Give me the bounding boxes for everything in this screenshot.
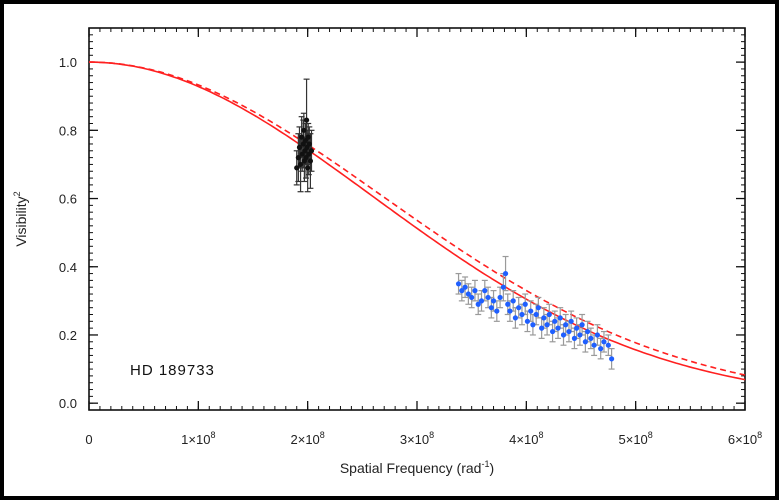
data-point-blue [577,332,583,338]
y-tick-label: 1.0 [59,55,77,70]
data-point-black [296,144,303,150]
data-point-blue [579,322,585,328]
data-point-blue [533,311,539,318]
figure-panel [4,4,775,496]
data-point-blue [524,318,531,324]
data-point-black [305,165,311,171]
x-tick-label: 2×108 [291,430,325,447]
data-point-blue [519,311,525,318]
y-tick-label: 0.4 [59,260,77,275]
data-point-blue [490,298,497,304]
data-point-blue [544,322,550,328]
data-point-blue [555,325,561,331]
data-point-blue [475,301,481,307]
x-tick-label: 1×108 [181,430,215,447]
data-point-blue [497,294,503,301]
data-point-blue [605,342,611,348]
data-point-blue [516,305,522,311]
data-point-blue [568,318,574,324]
data-point-blue [507,308,513,314]
data-point-blue [571,335,578,341]
data-point-blue [459,288,465,294]
x-axis-title: Spatial Frequency (rad-1) [340,459,494,476]
data-point-blue [582,339,588,345]
data-point-black [297,161,304,168]
data-point-blue [502,270,509,277]
data-point-blue [472,288,478,294]
y-axis-title: Visibility2 [12,191,29,246]
data-point-blue [469,294,475,301]
data-point-blue [549,328,556,335]
data-point-blue [566,328,572,335]
data-point-blue [563,322,569,328]
data-point-blue [512,315,519,321]
x-tick-label: 0 [85,432,92,447]
data-point-black [301,127,307,133]
data-point-blue [505,301,511,307]
data-point-blue [552,318,558,324]
data-point-blue [500,284,506,290]
data-point-blue [510,298,516,304]
data-point-blue [465,291,471,297]
data-point-blue [485,294,491,301]
data-point-blue [494,308,500,314]
data-point-blue [535,305,541,311]
data-point-blue [539,325,545,331]
data-point-blue [594,332,601,338]
data-point-blue [541,315,547,321]
y-tick-label: 0.2 [59,328,77,343]
data-point-blue [560,332,567,338]
star-name-label: HD 189733 [130,362,215,379]
data-point-black [305,134,311,140]
y-tick-label: 0.6 [59,192,77,207]
x-tick-label: 4×108 [509,430,543,447]
data-point-black [299,134,305,140]
data-point-blue [478,298,485,304]
data-point-blue [584,328,591,335]
data-point-blue [462,284,468,290]
data-point-black [306,141,312,147]
data-point-blue [528,308,534,314]
data-point-blue [522,301,528,307]
x-tick-label: 3×108 [400,430,434,447]
data-point-blue [557,315,563,321]
data-point-blue [598,346,604,352]
data-point-blue [546,311,552,318]
data-point-blue [488,305,494,311]
data-point-blue [482,288,488,294]
data-point-black [303,117,310,123]
data-point-blue [455,281,462,287]
model-curve-solid [89,61,746,381]
plot-frame [88,27,746,411]
data-point-black [307,158,313,164]
data-point-blue [574,325,580,331]
y-tick-label: 0.0 [59,396,77,411]
x-tick-label: 6×108 [728,430,762,447]
x-tick-label: 5×108 [619,430,653,447]
data-point-blue [601,339,607,345]
data-point-blue [591,342,597,348]
model-curve-dashed [89,61,746,376]
y-tick-label: 0.8 [59,123,77,138]
data-point-black [295,155,301,161]
data-point-blue [588,335,594,341]
data-point-black [294,165,300,171]
data-point-blue [609,356,615,362]
data-point-blue [530,322,536,328]
data-point-black [308,148,315,154]
